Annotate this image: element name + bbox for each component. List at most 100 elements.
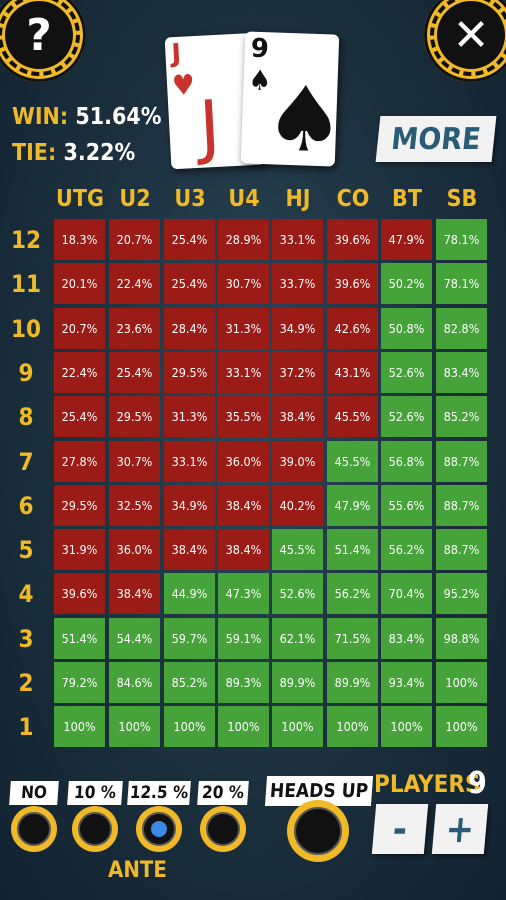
hole-card-nine-spades[interactable]: 9 ♠ ♠ [240,31,347,174]
table-cell: 32.5% [109,485,160,526]
close-button[interactable]: ✕ [424,0,506,82]
ante-option-radio[interactable] [200,806,246,852]
table-cell: 89.9% [327,662,378,703]
card-rank: 9 [250,33,270,65]
column-header-hj: HJ [285,186,311,212]
row-header: 12 [10,226,42,254]
row-header: 10 [10,315,42,343]
row-header: 6 [18,492,34,520]
table-cell: 31.9% [54,529,105,570]
table-cell: 25.4% [164,263,215,304]
table-cell: 38.4% [164,529,215,570]
table-cell: 95.2% [436,573,487,614]
table-cell: 28.9% [218,219,269,260]
heads-up-toggle[interactable] [287,800,349,862]
table-cell: 34.9% [164,485,215,526]
more-button[interactable]: MORE [375,116,497,162]
tie-stat: TIE: 3.22% [12,140,135,166]
table-cell: 56.2% [381,529,432,570]
table-cell: 45.5% [272,529,323,570]
table-cell: 45.5% [327,441,378,482]
column-header-bt: BT [392,186,422,212]
table-cell: 88.7% [436,529,487,570]
win-stat: WIN: 51.64% [12,104,162,130]
column-header-utg: UTG [56,186,104,212]
table-cell: 100% [54,706,105,747]
ante-option-radio[interactable] [136,806,182,852]
win-value: 51.64% [75,104,162,130]
table-cell: 38.4% [272,396,323,437]
table-cell: 45.5% [327,396,378,437]
table-cell: 71.5% [327,618,378,659]
row-header: 4 [18,580,34,608]
row-header: 9 [18,359,34,387]
ante-option-label: 20 % [197,781,249,805]
ante-option-radio[interactable] [11,806,57,852]
table-cell: 59.1% [218,618,269,659]
table-cell: 20.7% [54,308,105,349]
table-cell: 83.4% [381,618,432,659]
table-cell: 47.3% [218,573,269,614]
table-cell: 25.4% [54,396,105,437]
table-cell: 33.1% [164,441,215,482]
jack-figure-icon: J [197,84,223,168]
table-cell: 52.6% [381,352,432,393]
table-cell: 30.7% [109,441,160,482]
table-cell: 100% [109,706,160,747]
spade-big-icon: ♠ [262,66,347,174]
table-cell: 27.8% [54,441,105,482]
table-cell: 52.6% [381,396,432,437]
close-icon: ✕ [437,1,505,69]
table-cell: 35.5% [218,396,269,437]
table-cell: 100% [436,706,487,747]
table-cell: 40.2% [272,485,323,526]
table-cell: 51.4% [54,618,105,659]
heart-icon: ♥ [171,68,196,103]
table-cell: 85.2% [164,662,215,703]
table-cell: 31.3% [218,308,269,349]
help-button[interactable]: ? [0,0,86,82]
table-cell: 59.7% [164,618,215,659]
table-cell: 22.4% [54,352,105,393]
table-cell: 23.6% [109,308,160,349]
table-cell: 47.9% [381,219,432,260]
plus-icon: + [443,807,477,851]
table-cell: 100% [218,706,269,747]
table-cell: 52.6% [272,573,323,614]
table-cell: 89.3% [218,662,269,703]
table-cell: 100% [164,706,215,747]
table-cell: 36.0% [218,441,269,482]
table-cell: 70.4% [381,573,432,614]
question-icon: ? [5,1,73,69]
table-cell: 38.4% [218,485,269,526]
table-cell: 39.6% [327,219,378,260]
players-increase-button[interactable]: + [431,804,489,854]
table-cell: 33.7% [272,263,323,304]
ante-option-radio[interactable] [72,806,118,852]
table-cell: 29.5% [54,485,105,526]
table-cell: 42.6% [327,308,378,349]
table-cell: 88.7% [436,441,487,482]
column-header-u2: U2 [119,186,151,212]
table-cell: 29.5% [164,352,215,393]
table-cell: 78.1% [436,219,487,260]
table-cell: 33.1% [218,352,269,393]
table-cell: 18.3% [54,219,105,260]
table-cell: 34.9% [272,308,323,349]
players-decrease-button[interactable]: - [371,804,429,854]
table-cell: 56.2% [327,573,378,614]
table-cell: 25.4% [109,352,160,393]
table-cell: 79.2% [54,662,105,703]
table-cell: 100% [436,662,487,703]
table-cell: 78.1% [436,263,487,304]
tie-label: TIE: [12,140,57,166]
table-cell: 54.4% [109,618,160,659]
table-cell: 98.8% [436,618,487,659]
table-cell: 89.9% [272,662,323,703]
table-cell: 39.6% [54,573,105,614]
column-header-sb: SB [446,186,478,212]
table-cell: 20.1% [54,263,105,304]
table-cell: 33.1% [272,219,323,260]
row-header: 2 [18,669,34,697]
table-cell: 30.7% [218,263,269,304]
